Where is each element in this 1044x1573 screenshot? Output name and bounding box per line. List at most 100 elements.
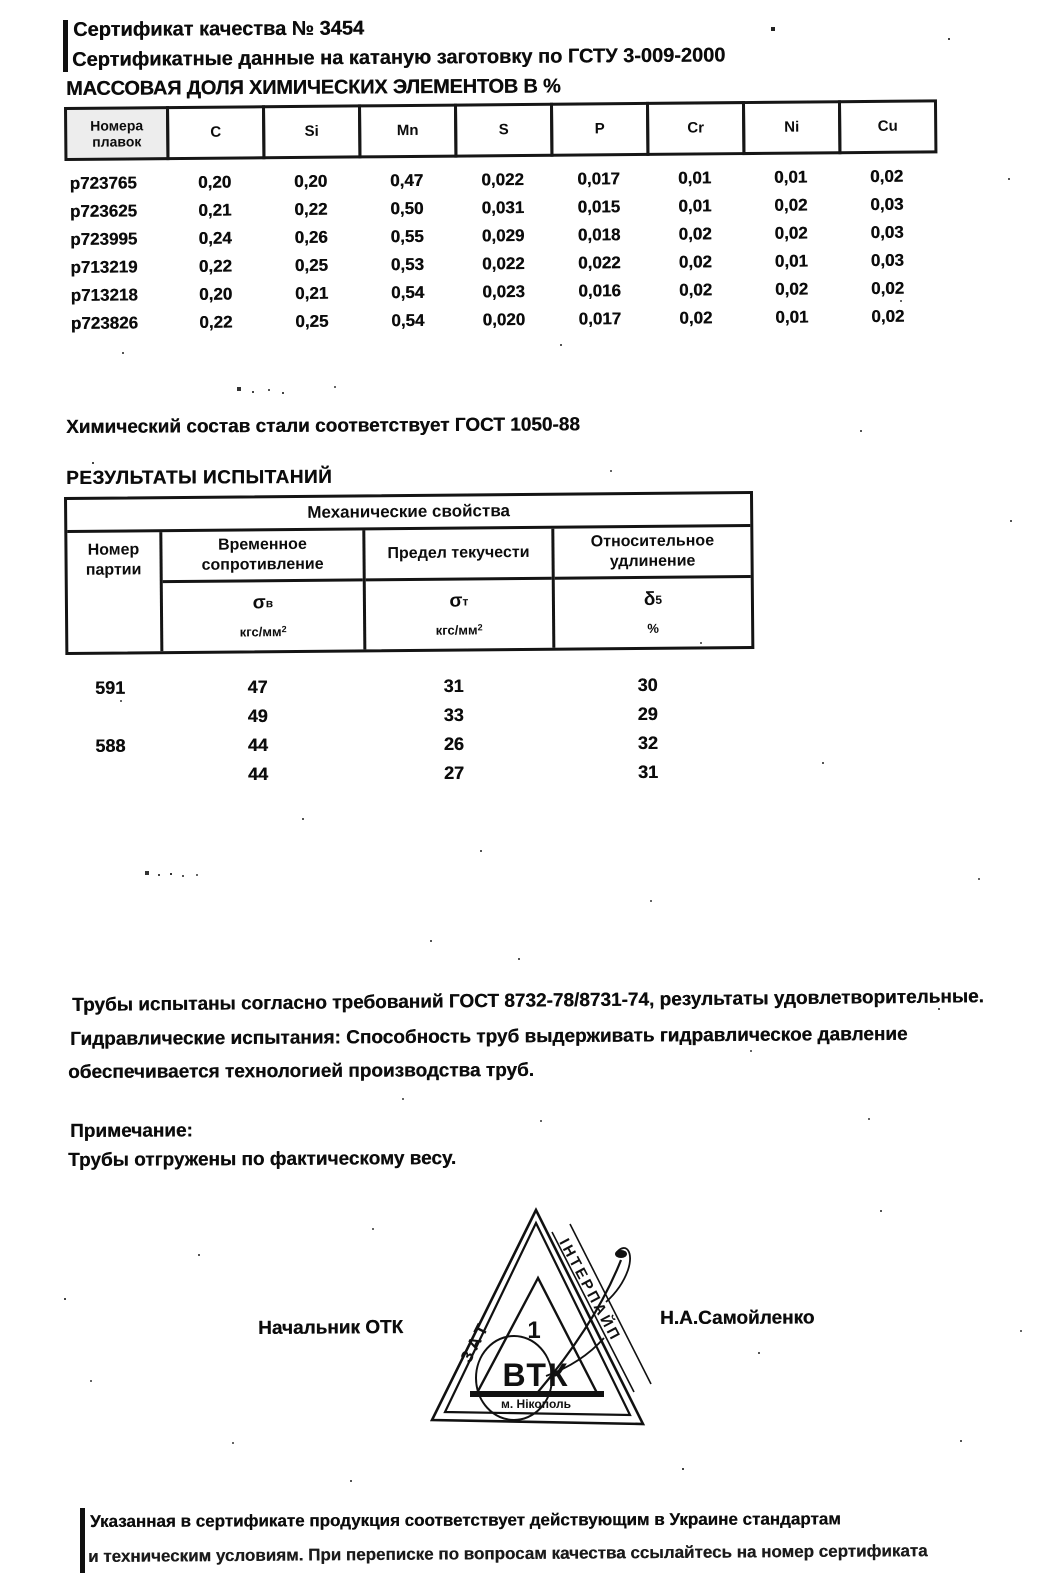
chem-header-cell: Cr [645, 101, 746, 156]
chem-value: 0,031 [481, 197, 525, 218]
margin-bar [63, 20, 68, 72]
chem-header-cell: C [165, 105, 266, 161]
results-title: РЕЗУЛЬТАТЫ ИСПЫТАНИЙ [66, 466, 333, 489]
mech-col-header: Предел текучести [365, 528, 552, 582]
chem-value: 0,20 [199, 284, 233, 304]
chem-value: 0,02 [870, 278, 905, 298]
test-note-line: Трубы испытаны согласно требований ГОСТ … [72, 986, 984, 1016]
mech-value: 49 [247, 705, 268, 727]
heat-number: р723826 [70, 313, 139, 333]
symbol-base: σ [252, 592, 266, 614]
test-note-line: Гидравлические испытания: Способность тр… [70, 1023, 908, 1050]
signature-ink-blob [615, 1250, 627, 1258]
heat-number: р713219 [70, 257, 138, 277]
table-row: 49 33 29 [64, 699, 747, 732]
footer-margin-bar [80, 1508, 85, 1573]
symbol-sub: в [265, 596, 274, 611]
mech-value: 44 [247, 763, 269, 785]
compliance-note: Химический состав стали соответствует ГО… [66, 414, 580, 438]
stamp-dept-text: ВТК [503, 1357, 570, 1393]
mech-value: 33 [443, 704, 464, 726]
signature-position-label: Начальник ОТК [258, 1316, 404, 1339]
chem-value: 0,015 [577, 197, 621, 217]
stamp-city-text: м. Нікополь [501, 1397, 571, 1411]
chem-value: 0,20 [198, 172, 232, 192]
chem-value: 0,24 [198, 228, 232, 248]
chem-value: 0,54 [391, 310, 425, 331]
symbol-sub: 5 [655, 592, 663, 607]
chem-value: 0,03 [870, 222, 904, 242]
chem-value: 0,54 [391, 282, 425, 303]
chem-value: 0,02 [678, 252, 713, 272]
chem-value: 0,018 [577, 225, 621, 245]
mech-unit: кгс/мм 2 [163, 623, 363, 651]
remark-title: Примечание: [70, 1120, 193, 1142]
certificate-subtitle: Сертификатные данные на катаную заготовк… [72, 44, 726, 71]
mech-col1-header: Номер партии [67, 532, 164, 652]
chem-table-body: р723765 0,20 0,20 0,47 0,022 0,017 0,01 … [65, 162, 940, 338]
stamp-number: 1 [527, 1317, 540, 1344]
unit-base: % [647, 620, 660, 636]
table-row: 591 47 31 30 [64, 670, 747, 703]
remark-body: Трубы отгружены по фактическому весу. [68, 1147, 457, 1171]
chem-header-cell: Mn [357, 103, 458, 159]
chem-value: 0,53 [390, 254, 425, 275]
chem-value: 0,25 [294, 255, 329, 275]
stamp-band [569, 1223, 652, 1385]
mech-value: 44 [247, 734, 268, 756]
chem-table-header: Номера плавок C Si Mn S P Cr Ni Cu [64, 99, 938, 161]
chem-value: 0,022 [482, 253, 525, 274]
chem-value: 0,016 [578, 281, 621, 301]
chem-header-cell: Cu [837, 99, 938, 155]
chem-value: 0,01 [774, 251, 809, 271]
stamp-org-text: ЗАТ [457, 1318, 494, 1366]
chem-value: 0,02 [774, 195, 808, 215]
table-row: 44 27 31 [64, 757, 747, 790]
signature-stroke [545, 1337, 605, 1377]
signature-loop-circle [475, 1335, 553, 1421]
mechanical-properties-table: Механические свойства Номер партии Време… [64, 490, 755, 655]
batch-number: 591 [94, 677, 126, 698]
signature-stroke [537, 1259, 623, 1393]
symbol-base: σ [449, 590, 463, 612]
symbol-sub: т [462, 594, 469, 609]
chem-value: 0,55 [390, 226, 424, 247]
batch-number: 588 [95, 735, 126, 756]
chem-value: 0,20 [294, 171, 328, 191]
mech-value: 29 [637, 703, 658, 724]
chem-value: 0,03 [870, 194, 904, 214]
stamp-band [551, 1231, 635, 1393]
mech-unit: кгс/мм 2 [366, 622, 552, 650]
heat-number: р723995 [70, 229, 138, 249]
stamp-outer-triangle-inner-line [443, 1220, 632, 1417]
signature-stroke [605, 1247, 631, 1303]
mech-value: 27 [443, 762, 465, 784]
chem-value: 0,023 [482, 281, 525, 302]
chem-value: 0,01 [678, 168, 712, 188]
mech-value: 47 [247, 676, 268, 698]
chem-header-cell: S [453, 102, 554, 158]
chem-value: 0,50 [390, 198, 424, 219]
chem-value: 0,020 [482, 309, 526, 330]
chem-value: 0,01 [678, 196, 712, 216]
footer-line: и техническим условиям. При переписке по… [88, 1541, 928, 1566]
chem-section-title: МАССОВАЯ ДОЛЯ ХИМИЧЕСКИХ ЭЛЕМЕНТОВ В % [66, 75, 561, 100]
heat-number: р723765 [69, 173, 137, 193]
chem-value: 0,03 [870, 250, 904, 270]
chem-value: 0,26 [294, 227, 328, 247]
chem-value: 0,22 [198, 256, 233, 276]
mech-unit: % [555, 620, 751, 648]
scan-noise [0, 0, 2, 2]
mech-value: 31 [637, 761, 659, 782]
chem-header-cell: P [549, 101, 650, 157]
footer-line: Указанная в сертификате продукция соотве… [90, 1509, 841, 1531]
chem-value: 0,21 [198, 200, 232, 220]
chem-value: 0,01 [774, 167, 808, 187]
chem-value: 0,22 [294, 199, 328, 219]
